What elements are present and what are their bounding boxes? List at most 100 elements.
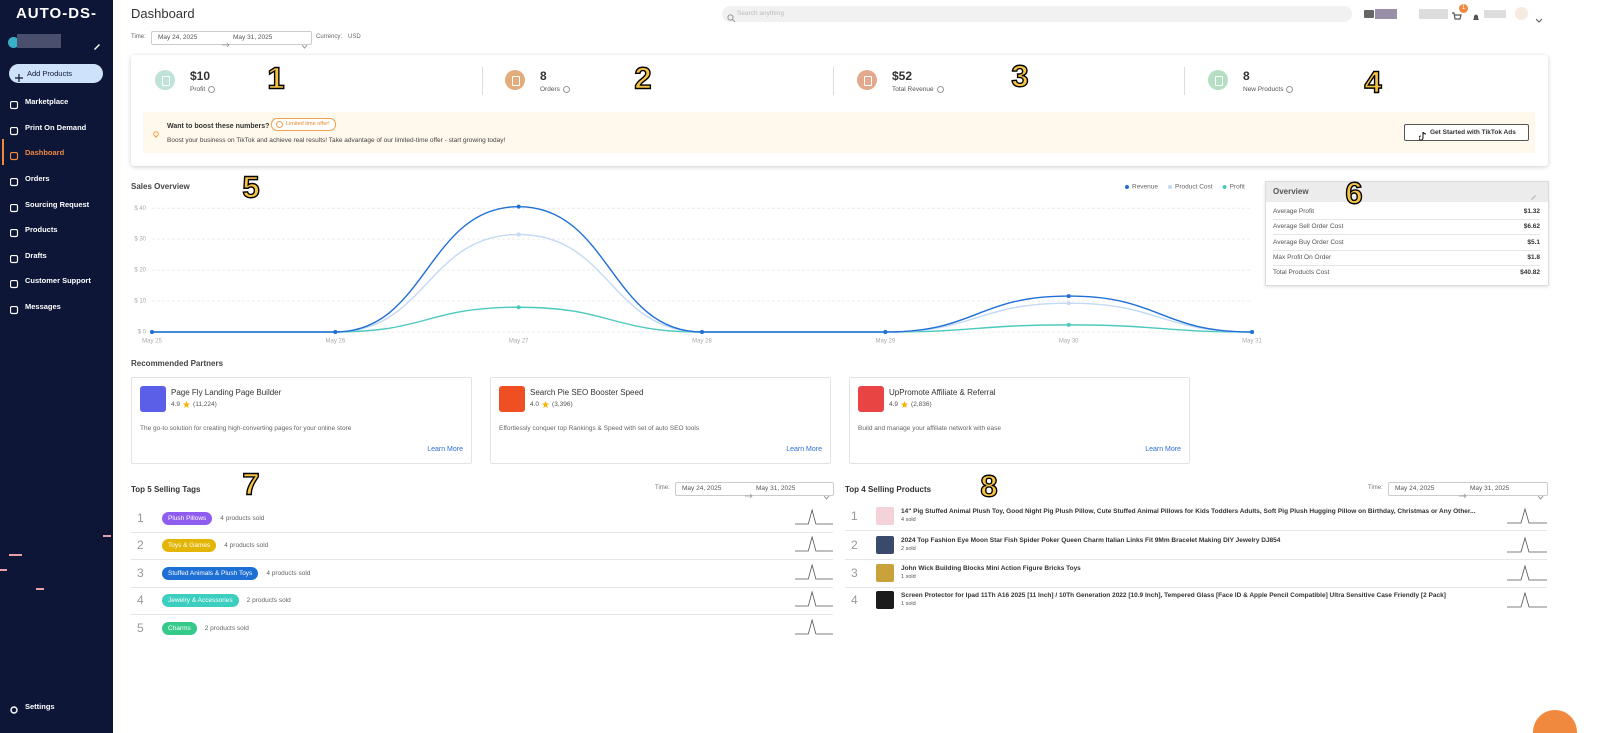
rank: 3 [851,566,858,580]
nav-icon [9,225,19,243]
tiktok-button[interactable]: Get Started with TikTok Ads [1404,124,1529,141]
nav-item[interactable]: Dashboard [0,139,113,165]
product-sold: 1 sold [901,601,916,607]
nav-item[interactable]: Products [0,221,113,238]
nav-item[interactable]: Orders [0,170,113,187]
stat-icon-glyph [512,76,520,86]
stat-value: $52 [892,69,913,83]
learn-more-link[interactable]: Learn More [1145,446,1181,453]
sparkline [1507,536,1547,559]
plus-icon [15,69,23,87]
bulb-icon-svg [153,131,159,138]
legend-label: Revenue [1132,184,1158,191]
stat-label-row: New Products [1243,86,1294,93]
range-arrow-svg [1459,493,1467,499]
nav-icon-svg [9,203,19,213]
partner-card[interactable]: Page Fly Landing Page Builder 4.9 (11,224)… [131,377,472,464]
row-divider [131,559,833,560]
partner-reviews: (3,396) [552,401,573,408]
series-line [152,233,1253,333]
annotation-number: 6 [1345,175,1364,211]
range-arrow-svg [222,42,230,48]
sparkline [1507,507,1547,530]
legend-label: Product Cost [1175,184,1213,191]
sparkline [1507,564,1547,587]
date-range-picker[interactable]: May 24, 2025 May 31, 2025 [675,482,834,500]
overview-value: $6.62 [1523,223,1540,230]
product-thumbnail [876,507,894,525]
product-thumbnail [876,564,894,582]
stat-divider [482,67,483,95]
stat-icon-glyph [1215,76,1223,86]
partner-rating-row: 4.9 (2,836) [889,401,932,408]
annotation-number: 8 [980,468,999,504]
bell-icon [1472,9,1481,27]
row-divider [845,530,1547,531]
tag-pill: Stuffed Animals & Plush Toys [162,567,259,580]
stat-label: Profit [190,86,206,93]
overview-label: Average Sell Order Cost [1273,223,1344,230]
decor-dash [36,588,44,590]
data-point [150,330,154,334]
range-arrow [745,486,753,504]
cart-icon [1452,9,1462,27]
x-tick-label: May 27 [509,339,529,345]
legend-swatch [1222,185,1227,189]
nav-item[interactable]: Drafts [0,247,113,264]
search-bar[interactable]: Search anything [722,6,1352,23]
product-title[interactable]: Screen Protector for Ipad 11Th A16 2025 … [901,592,1446,599]
date-range-picker[interactable]: May 24, 2025 May 31, 2025 [1388,482,1548,500]
nav-item[interactable]: Marketplace [0,93,113,110]
date-chevron [301,36,308,54]
stat-label: New Products [1243,86,1284,93]
nav-item[interactable]: Sourcing Request [0,196,113,213]
chat-bubble[interactable] [1533,710,1577,733]
tiktok-icon [1418,128,1427,146]
stat-label-row: Total Revenue [892,86,944,93]
promo-badge: Limited time offer! [271,118,336,131]
stat-icon [857,70,877,90]
x-tick-label: May 29 [875,339,895,345]
annotation-number: 7 [242,466,261,502]
nav-icon-svg [9,126,19,136]
sparkline-svg [795,508,833,525]
nav-icon-svg [9,100,19,110]
sparkline-svg [795,618,833,635]
nav-item[interactable]: Customer Support [0,272,113,289]
range-arrow-svg [745,493,753,499]
learn-more-link[interactable]: Learn More [427,446,463,453]
avatar [8,37,19,48]
nav-item[interactable]: Print On Demand [0,119,113,136]
partner-card[interactable]: Search Pie SEO Booster Speed 4.0 (3,396) Ef… [490,377,831,464]
product-title[interactable]: John Wick Building Blocks Mini Action Fi… [901,565,1081,572]
nav-item[interactable]: Messages [0,298,113,315]
add-products-button[interactable]: Add Products [9,64,103,83]
tag-sold: 2 products sold [246,597,291,604]
star [542,401,550,408]
nav-icon-svg [9,305,19,315]
logo: AUTO-DS- [15,5,98,22]
date-range-picker[interactable]: May 24, 2025 May 31, 2025 [151,31,312,49]
overview-label: Total Products Cost [1273,269,1330,276]
partners-title: Recommended Partners [131,359,224,368]
nav-label: Products [25,225,58,234]
sparkline-svg [1507,536,1547,553]
product-title[interactable]: 14" Pig Stuffed Animal Plush Toy, Good N… [901,508,1476,515]
store-name-block [1375,9,1397,19]
start-date: May 24, 2025 [1395,485,1435,492]
tag-row: Plush Pillows 4 products sold [162,512,264,525]
product-title[interactable]: 2024 Top Fashion Eye Moon Star Fish Spid… [901,537,1281,544]
sparkline [1507,591,1547,614]
partner-card[interactable]: UpPromote Affiliate & Referral 4.9 (2,836)… [849,377,1190,464]
sparkline-svg [795,563,833,580]
tag-sold: 2 products sold [204,625,249,632]
settings-item[interactable]: Settings [0,698,113,714]
x-tick-label: May 30 [1059,339,1079,345]
learn-more-link[interactable]: Learn More [786,446,822,453]
product-thumbnail [876,536,894,554]
nav-icon-svg [9,228,19,238]
tag-row: Toys & Games 4 products sold [162,539,268,552]
tag-pill: Toys & Games [162,539,217,552]
stat-icon-glyph [162,76,170,86]
data-point [333,330,338,334]
